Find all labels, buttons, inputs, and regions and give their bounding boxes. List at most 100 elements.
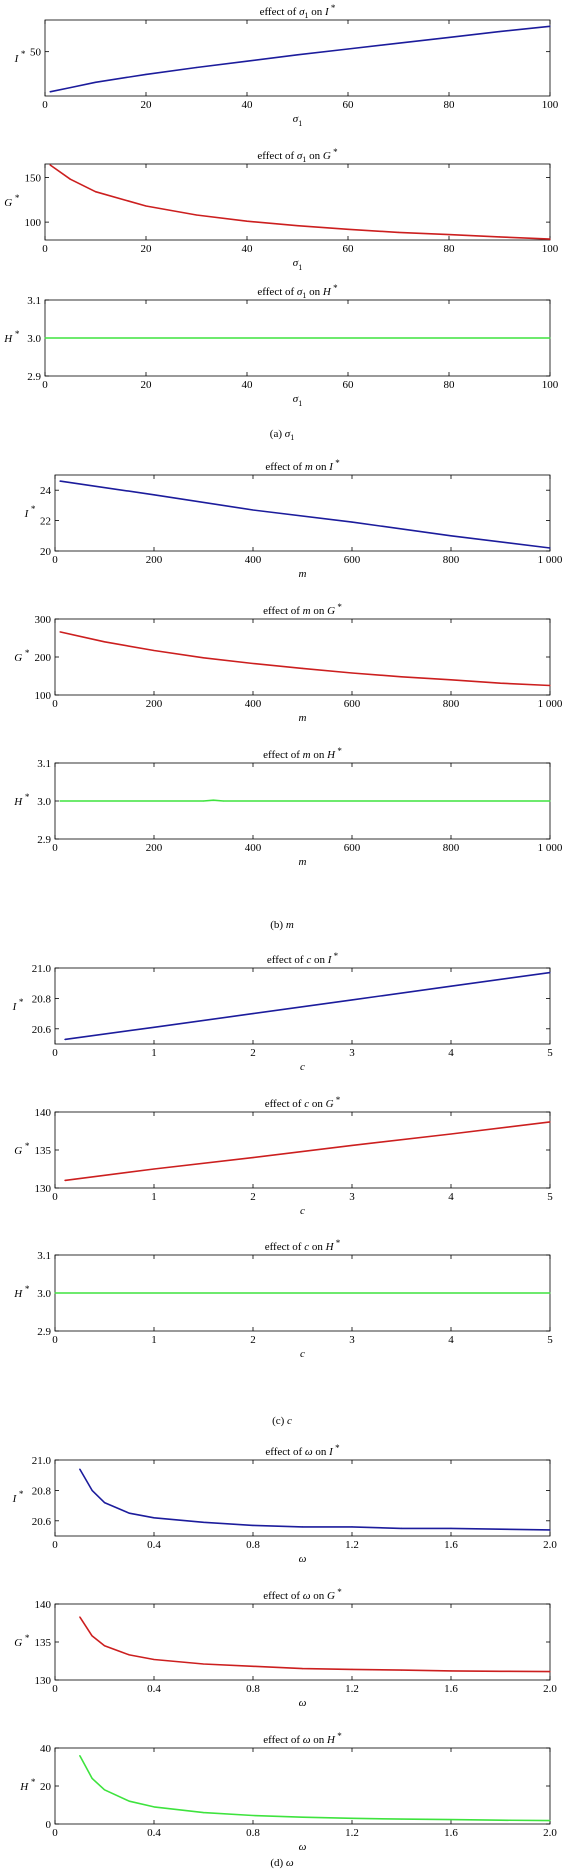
x-tick-label: 0 xyxy=(52,1047,58,1059)
y-axis-label-base: I xyxy=(24,508,30,520)
chart-title-on: on xyxy=(311,954,328,966)
x-tick-label: 0.8 xyxy=(246,1539,260,1551)
y-axis-label: H * xyxy=(13,792,29,808)
series-line xyxy=(49,164,551,240)
chart-title-target-sup: * xyxy=(329,3,336,13)
subfigure-caption: (c) c xyxy=(272,1415,292,1427)
x-tick-label: 80 xyxy=(444,243,456,255)
series-line xyxy=(79,1755,551,1822)
chart-title: effect of c on G * xyxy=(265,1095,341,1110)
data-point xyxy=(549,684,551,687)
x-tick-label: 5 xyxy=(547,1334,553,1346)
chart-title-on: on xyxy=(309,6,326,18)
x-axis-label-base: ω xyxy=(299,1697,307,1709)
y-tick-label: 300 xyxy=(35,614,52,626)
chart-title-var: m xyxy=(305,461,313,473)
chart-title-text: effect of xyxy=(265,1446,305,1458)
y-axis-label-sup: * xyxy=(28,504,35,514)
chart-title-target: H xyxy=(322,286,332,298)
data-point xyxy=(195,66,198,69)
data-point xyxy=(49,91,51,93)
data-point xyxy=(246,220,248,222)
y-tick-label: 100 xyxy=(35,690,52,702)
data-point xyxy=(49,164,51,166)
data-point xyxy=(94,191,97,193)
data-point xyxy=(103,1501,106,1504)
chart-title-target-sup: * xyxy=(333,1443,340,1453)
chart-title-target: I xyxy=(324,6,330,18)
chart-5: effect of m on G * 0 200 400 600 800 1 000 100 2… xyxy=(14,602,563,724)
data-point xyxy=(351,521,353,523)
x-axis-label-base: σ xyxy=(293,393,299,405)
x-tick-label: 60 xyxy=(343,99,355,111)
chart-title-var: σ xyxy=(299,6,305,18)
data-point xyxy=(94,81,97,83)
x-tick-label: 0 xyxy=(52,1191,58,1203)
x-tick-label: 1 000 xyxy=(538,842,563,854)
y-axis-label: G * xyxy=(4,193,19,209)
x-tick-label: 600 xyxy=(344,842,361,854)
data-point xyxy=(351,1144,353,1147)
chart-title-target: I xyxy=(328,461,334,473)
x-axis-label: c xyxy=(300,1205,305,1217)
chart-title-text: effect of xyxy=(260,6,300,18)
y-tick-label: 140 xyxy=(35,1107,52,1119)
x-tick-label: 200 xyxy=(146,554,163,566)
data-point xyxy=(195,214,198,216)
x-axis-label: ω xyxy=(299,1697,307,1709)
x-axis-label-base: c xyxy=(300,1061,305,1073)
x-tick-label: 2 xyxy=(250,1334,256,1346)
chart-title-var: σ xyxy=(297,150,303,162)
chart-title-target: G xyxy=(327,605,335,617)
x-tick-label: 20 xyxy=(141,243,153,255)
x-tick-label: 1.6 xyxy=(444,1683,458,1695)
chart-title-var: m xyxy=(303,605,311,617)
x-tick-label: 0 xyxy=(52,1334,58,1346)
chart-title-var: c xyxy=(306,954,311,966)
data-point xyxy=(103,1645,106,1647)
data-point xyxy=(91,1635,93,1637)
caption-var: σ xyxy=(285,428,291,440)
chart-title-target-sup: * xyxy=(331,951,338,961)
data-point xyxy=(499,1528,502,1530)
x-tick-label: 200 xyxy=(146,698,163,710)
y-tick-label: 20.8 xyxy=(32,1485,52,1497)
x-axis-label: m xyxy=(299,568,307,580)
y-tick-label: 20.8 xyxy=(32,993,52,1005)
chart-4: effect of m on I * 0 200 400 600 800 1 000 20 22… xyxy=(24,458,563,580)
y-tick-label: 22 xyxy=(40,516,51,528)
x-axis-label: σ1 xyxy=(293,393,302,408)
y-axis-label-base: I xyxy=(12,1493,18,1505)
chart-title-target: G xyxy=(323,150,331,162)
data-point xyxy=(252,1157,254,1159)
chart-title-var-sub: 1 xyxy=(302,155,306,164)
y-tick-label: 140 xyxy=(35,1599,52,1611)
data-point xyxy=(450,1527,452,1529)
data-point xyxy=(549,238,551,240)
x-tick-label: 200 xyxy=(146,842,163,854)
x-tick-label: 100 xyxy=(542,99,559,111)
x-tick-label: 4 xyxy=(448,1191,454,1203)
chart-title-var: ω xyxy=(303,1734,311,1746)
x-tick-label: 800 xyxy=(443,554,460,566)
data-point xyxy=(301,1526,304,1528)
data-point xyxy=(54,1292,56,1294)
x-tick-label: 0 xyxy=(52,1539,58,1551)
y-tick-label: 21.0 xyxy=(32,963,52,975)
x-tick-label: 2 xyxy=(250,1191,256,1203)
x-tick-label: 0.8 xyxy=(246,1683,260,1695)
chart-title-target-sup: * xyxy=(331,147,338,157)
chart-title-text: effect of xyxy=(265,1241,305,1253)
x-axis-label: c xyxy=(300,1348,305,1360)
chart-title: effect of m on I * xyxy=(265,458,340,473)
x-tick-label: 0 xyxy=(52,842,58,854)
x-tick-label: 60 xyxy=(343,379,355,391)
chart-title: effect of c on H * xyxy=(265,1238,341,1253)
data-point xyxy=(397,42,400,44)
data-point xyxy=(448,234,450,236)
x-tick-label: 60 xyxy=(343,243,355,255)
data-point xyxy=(397,231,400,233)
y-tick-label: 2.9 xyxy=(37,834,51,846)
x-tick-label: 0 xyxy=(52,554,58,566)
y-tick-label: 0 xyxy=(46,1819,52,1831)
